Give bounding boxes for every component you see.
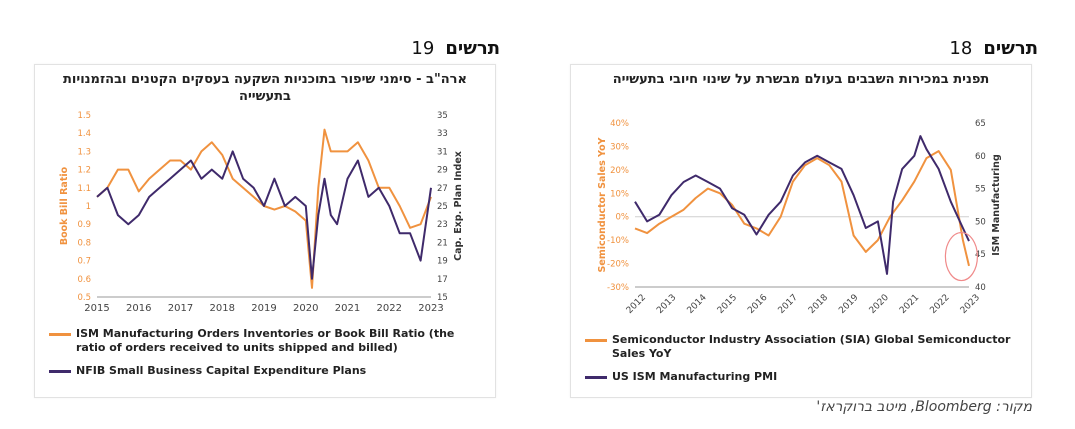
x-tick-label: 2023	[418, 303, 443, 314]
legend-label: US ISM Manufacturing PMI	[612, 370, 778, 383]
x-tick-label: 2017	[777, 293, 800, 316]
y-tick-label: 0.7	[77, 257, 91, 267]
legend-item-sia: Semiconductor Industry Association (SIA)…	[585, 333, 1023, 361]
y-tick-label: 20%	[610, 166, 629, 176]
x-tick-label: 2022	[377, 303, 402, 314]
y-tick-label: -20%	[607, 260, 629, 270]
chart-legend: ISM Manufacturing Orders Inventories or …	[49, 327, 487, 387]
chart-card-18: תפנית במכירות השבבים בעולם מבשרת על שינו…	[570, 64, 1032, 398]
legend-label: Semiconductor Industry Association (SIA)…	[612, 333, 1011, 360]
x-tick-label: 2016	[126, 303, 151, 314]
y2-tick-label: 33	[437, 129, 448, 139]
y-tick-label: 0.6	[77, 275, 91, 285]
y-axis-title: Book Bill Ratio	[59, 166, 70, 245]
x-tick-label: 2016	[746, 293, 769, 316]
source-note: מקור: Bloomberg, מיטב ברוקראז'	[816, 399, 1032, 415]
y2-tick-label: 19	[437, 257, 448, 267]
x-tick-label: 2013	[655, 293, 678, 316]
y-tick-label: 40%	[610, 119, 629, 129]
y2-tick-label: 29	[437, 166, 448, 176]
chart-card-19: ארה"ב - סימני שיפור בתוכניות השקעה בעסקי…	[34, 64, 496, 398]
x-tick-label: 2023	[959, 293, 982, 316]
figure-label: תרשים	[983, 38, 1038, 59]
x-tick-label: 2017	[168, 303, 193, 314]
highlight-circle	[944, 231, 979, 282]
figure-18-header: תרשים 18	[920, 38, 1038, 60]
x-tick-label: 2018	[210, 303, 235, 314]
y-tick-label: -30%	[607, 283, 629, 293]
x-tick-label: 2012	[625, 293, 648, 316]
legend-item-book-bill: ISM Manufacturing Orders Inventories or …	[49, 327, 487, 355]
y-tick-label: 0.5	[77, 293, 91, 303]
series-line-purple	[634, 135, 970, 275]
x-tick-label: 2021	[335, 303, 360, 314]
y2-tick-label: 40	[975, 283, 986, 293]
x-tick-label: 2022	[928, 293, 951, 316]
y-tick-label: 1	[86, 202, 91, 212]
y2-tick-label: 60	[975, 152, 986, 162]
chart-title: תפנית במכירות השבבים בעולם מבשרת על שינו…	[612, 72, 990, 87]
y2-tick-label: 55	[975, 185, 986, 195]
y2-tick-label: 65	[975, 119, 986, 129]
chart-legend: Semiconductor Industry Association (SIA)…	[585, 333, 1023, 393]
x-tick-label: 2015	[716, 293, 739, 316]
series-line-orange	[634, 150, 970, 267]
legend-swatch-purple	[585, 376, 607, 379]
y-tick-label: 1.1	[77, 184, 91, 194]
chart-svg-18: -30% -20% -10% 0% 10% 20% 30% 40% 40 45 50 55 60 65 20…	[597, 119, 1002, 316]
y2-tick-label: 21	[437, 238, 448, 248]
legend-item-ism: US ISM Manufacturing PMI	[585, 370, 1023, 384]
y2-tick-label: 23	[437, 220, 448, 230]
y-tick-label: 1.2	[77, 166, 91, 176]
y2-tick-label: 35	[437, 111, 448, 121]
x-tick-label: 2015	[84, 303, 109, 314]
y2-axis-title: ISM Manufacturing	[991, 154, 1002, 256]
y-tick-label: 0.8	[77, 238, 91, 248]
chart-svg-19: 0.5 0.6 0.7 0.8 0.9 1 1.1 1.2 1.3 1.4 1.5 15 17 19 21 2…	[59, 111, 464, 314]
figure-number: 19	[411, 38, 435, 59]
legend-swatch-orange	[49, 333, 71, 336]
figure-label: תרשים	[445, 38, 500, 59]
y2-tick-label: 25	[437, 202, 448, 212]
y2-tick-label: 17	[437, 275, 448, 285]
y-tick-label: -10%	[607, 236, 629, 246]
x-tick-label: 2021	[898, 293, 921, 316]
y-tick-label: 10%	[610, 189, 629, 199]
legend-swatch-orange	[585, 339, 607, 342]
y2-tick-label: 15	[437, 293, 448, 303]
y2-tick-label: 45	[975, 250, 986, 260]
x-tick-label: 2020	[293, 303, 318, 314]
y-axis-title: Semiconductor Sales YoY	[597, 137, 608, 272]
y-tick-label: 30%	[610, 142, 629, 152]
y2-tick-label: 31	[437, 147, 448, 157]
y-tick-label: 1.4	[77, 129, 91, 139]
y-tick-label: 1.5	[77, 111, 91, 121]
x-tick-label: 2018	[807, 293, 830, 316]
chart-title: ארה"ב - סימני שיפור בתוכניות השקעה בעסקי…	[63, 72, 467, 104]
x-tick-label: 2019	[251, 303, 276, 314]
series-line-purple	[96, 150, 432, 280]
figure-19-header: תרשים 19	[382, 38, 500, 60]
x-tick-label: 2019	[837, 293, 860, 316]
y2-tick-label: 50	[975, 217, 986, 227]
y-tick-label: 0.9	[77, 220, 91, 230]
series-line-orange	[96, 128, 432, 289]
figure-number: 18	[949, 38, 973, 59]
legend-item-nfib: NFIB Small Business Capital Expenditure …	[49, 364, 487, 378]
y2-axis-title: Cap. Exp. Plan Index	[453, 151, 464, 261]
y2-tick-label: 27	[437, 184, 448, 194]
legend-swatch-purple	[49, 370, 71, 373]
y-tick-label: 0%	[616, 213, 630, 223]
x-tick-label: 2014	[686, 293, 709, 316]
x-tick-label: 2020	[868, 293, 891, 316]
legend-label: ISM Manufacturing Orders Inventories or …	[76, 327, 455, 354]
legend-label: NFIB Small Business Capital Expenditure …	[76, 364, 367, 377]
y-tick-label: 1.3	[77, 147, 91, 157]
